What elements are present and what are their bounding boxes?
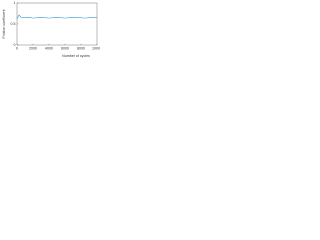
line-series	[16, 14, 98, 20]
x-tick-label: 4000	[45, 46, 53, 50]
plot-frame	[16, 2, 98, 46]
y-axis-label: Friction coefficient	[2, 10, 6, 39]
x-tick-label: 8000	[77, 46, 85, 50]
y-tick-label: 1	[14, 1, 16, 5]
x-tick-label: 2000	[29, 46, 37, 50]
chart: Friction coefficient Number of cycles 0 0…	[2, 1, 100, 58]
x-tick-label: 0	[16, 46, 18, 50]
x-axis-label: Number of cycles	[62, 54, 90, 58]
page: {"chart_data": {"type": "line", "x_label…	[0, 0, 100, 59]
x-tick-label: 6000	[61, 46, 69, 50]
x-tick-label: 10000	[92, 46, 100, 50]
y-tick-label: 0.5	[11, 22, 16, 26]
y-tick-label: 0	[14, 43, 16, 47]
